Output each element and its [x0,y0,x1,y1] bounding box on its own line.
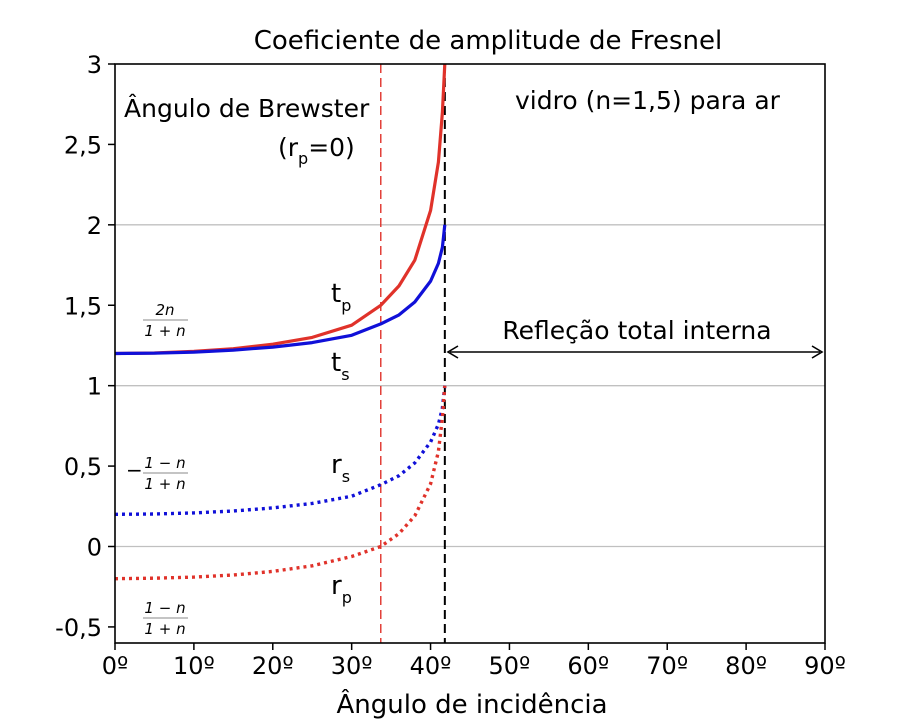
x-tick-label: 20º [252,652,294,680]
tir-label: Refleção total interna [502,316,771,345]
brewster-close: =0) [308,133,355,162]
x-tick-label: 10º [173,652,215,680]
reference-lines [380,64,446,643]
fraction-rp-den: 1 + n [144,620,185,638]
medium-label: vidro (n=1,5) para ar [515,86,781,115]
axis-ticks: 0º 10º 20º 30º 40º 50º 60º 70º 80º 90º -0,5 0 0,5 1 1,… [55,51,846,680]
label-rs: rs [331,450,350,486]
chart-title: Coeficiente de amplitude de Fresnel [254,26,722,56]
x-tick-label: 60º [567,652,609,680]
y-tick-label: 0 [87,534,102,562]
fraction-2n-num: 2n [155,301,174,319]
brewster-label: Ângulo de Brewster [124,94,370,123]
label-tp: tp [331,279,351,315]
x-tick-label: 80º [725,652,767,680]
x-axis-label: Ângulo de incidência [336,688,607,720]
y-tick-label: 2,5 [64,131,102,159]
y-tick-label: 0,5 [64,453,102,481]
x-tick-label: 40º [410,652,452,680]
fraction-2n: 2n 1 + n [143,301,188,340]
x-tick-label: 0º [102,652,129,680]
y-tick-label: 1,5 [64,292,102,320]
y-tick-label: 3 [87,51,102,79]
series-rp [114,385,447,581]
x-tick-label: 90º [804,652,846,680]
series-ts [114,224,447,356]
fraction-neg-den: 1 + n [144,475,185,493]
y-tick-label: 2 [87,212,102,240]
plot-frame [114,63,826,644]
fraction-neg-num: 1 − n [144,454,185,472]
x-tick-label: 30º [331,652,373,680]
fraction-2n-den: 1 + n [144,322,185,340]
fraction-neg-prefix: − [126,458,143,482]
gridlines [115,224,825,548]
x-tick-label: 70º [646,652,688,680]
data-series [114,63,447,581]
fraction-neg: − 1 − n 1 + n [126,454,188,493]
series-rs [114,385,447,516]
y-tick-label: -0,5 [55,614,102,642]
y-tick-label: 1 [87,373,102,401]
brewster-sub: p [298,149,308,168]
brewster-open: (r [278,133,299,162]
tir-arrow [446,345,824,359]
x-tick-label: 50º [489,652,531,680]
fraction-rp: 1 − n 1 + n [143,599,188,638]
label-ts: ts [331,348,350,384]
brewster-condition: (rp=0) [278,133,355,168]
fraction-rp-num: 1 − n [144,599,185,617]
label-rp: rp [331,571,352,607]
